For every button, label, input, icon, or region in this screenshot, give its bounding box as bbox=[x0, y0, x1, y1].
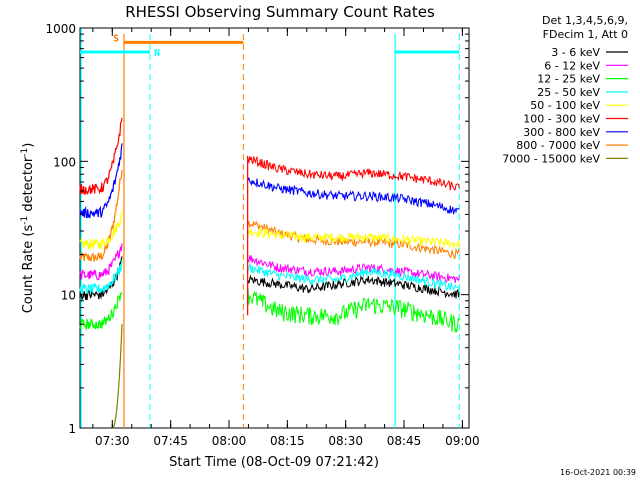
series-post-4 bbox=[247, 227, 460, 249]
status-bars: SN bbox=[80, 33, 460, 59]
series-pre-1 bbox=[79, 243, 123, 281]
footer-date: 16-Oct-2021 00:39 bbox=[560, 468, 636, 477]
series-post-0 bbox=[247, 274, 460, 299]
x-tick-label: 07:30 bbox=[95, 434, 130, 448]
status-bar-label: N bbox=[154, 48, 160, 59]
series-pre-0 bbox=[79, 256, 123, 301]
status-bar-label: S bbox=[113, 33, 119, 44]
x-tick-label: 08:15 bbox=[270, 434, 305, 448]
y-tick-label: 1 bbox=[68, 422, 76, 436]
plot-frame bbox=[79, 27, 470, 429]
series-layer bbox=[79, 117, 460, 429]
legend-label-2: 12 - 25 keV bbox=[537, 73, 600, 86]
legend: Det 1,3,4,5,6,9, FDecim 1, Att 0 3 - 6 k… bbox=[502, 14, 628, 165]
series-post-6 bbox=[247, 177, 460, 215]
vertical-markers bbox=[80, 28, 460, 428]
x-tick-label: 08:30 bbox=[328, 434, 363, 448]
y-axis-label: Count Rate (s-1 detector-1) bbox=[20, 143, 36, 314]
y-tick-label: 1000 bbox=[45, 22, 76, 36]
chart-title: RHESSI Observing Summary Count Rates bbox=[125, 3, 435, 21]
legend-label-4: 50 - 100 keV bbox=[530, 99, 600, 112]
series-pre-8 bbox=[112, 324, 123, 429]
y-axis-ticks: 1 10 100 1000 bbox=[45, 22, 469, 436]
x-tick-label: 07:45 bbox=[153, 434, 188, 448]
x-tick-label: 08:45 bbox=[387, 434, 422, 448]
legend-label-5: 100 - 300 keV bbox=[523, 113, 600, 126]
series-pre-6 bbox=[79, 143, 123, 219]
legend-label-8: 7000 - 15000 keV bbox=[502, 152, 600, 165]
legend-label-6: 300 - 800 keV bbox=[523, 126, 600, 139]
legend-label-0: 3 - 6 keV bbox=[551, 46, 600, 59]
legend-label-1: 6 - 12 keV bbox=[544, 59, 600, 72]
series-post-2 bbox=[247, 288, 460, 333]
series-pre-7 bbox=[79, 170, 123, 262]
series-pre-4 bbox=[79, 210, 123, 250]
x-tick-label: 09:00 bbox=[445, 434, 480, 448]
series-post-5 bbox=[247, 155, 460, 191]
series-pre-2 bbox=[79, 291, 123, 331]
series-pre-5 bbox=[79, 117, 123, 196]
legend-label-7: 800 - 7000 keV bbox=[516, 139, 600, 152]
x-axis-ticks: 07:30 07:45 08:00 08:15 08:30 08:45 09:00 bbox=[92, 28, 480, 448]
legend-label-3: 25 - 50 keV bbox=[537, 86, 600, 99]
series-pre-3 bbox=[79, 259, 123, 297]
y-tick-label: 100 bbox=[53, 155, 76, 169]
legend-header-line-2: FDecim 1, Att 0 bbox=[543, 28, 628, 41]
x-axis-label: Start Time (08-Oct-09 07:21:42) bbox=[169, 455, 379, 470]
series-post-1 bbox=[247, 255, 460, 284]
legend-header-line-1: Det 1,3,4,5,6,9, bbox=[542, 14, 628, 27]
x-tick-label: 08:00 bbox=[212, 434, 247, 448]
series-post-3 bbox=[247, 262, 460, 293]
y-tick-label: 10 bbox=[61, 289, 76, 303]
